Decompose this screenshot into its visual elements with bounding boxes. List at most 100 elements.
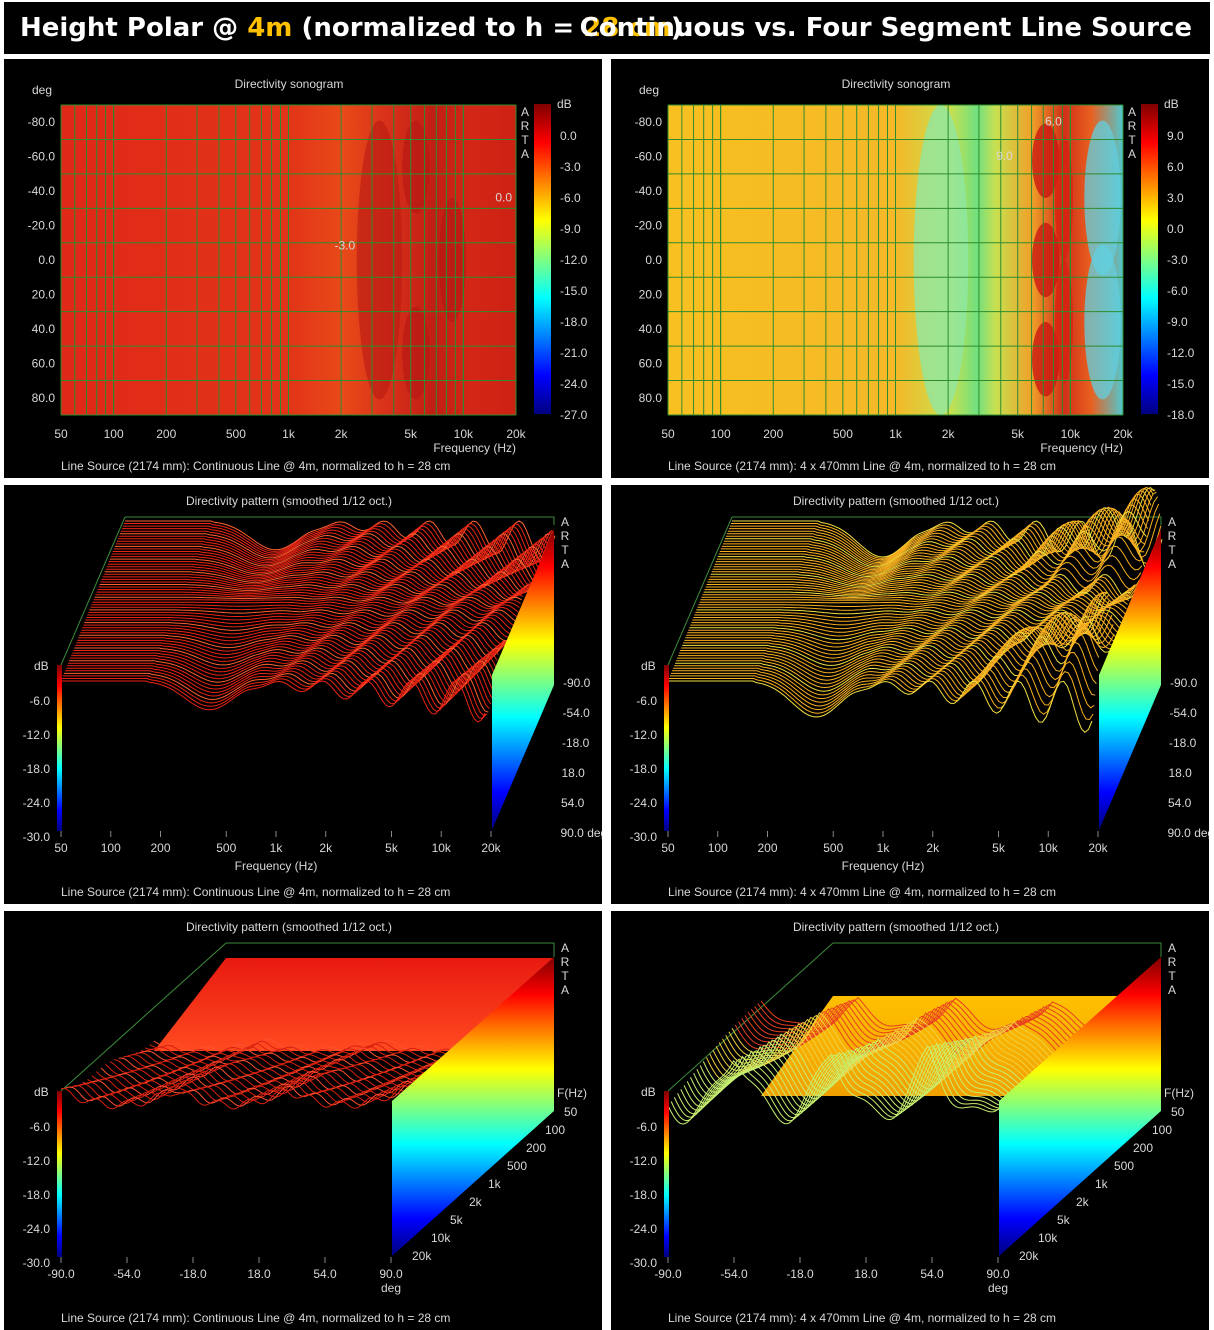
side-face <box>492 529 554 830</box>
depth-axis-label: F(Hz) <box>557 1086 587 1100</box>
chart-subtitle: Directivity sonogram <box>235 77 344 91</box>
waterfall-line <box>723 486 1154 569</box>
waterfall-line <box>120 530 551 567</box>
y-tick-label: -24.0 <box>630 1222 658 1236</box>
db-colorbar <box>664 1091 669 1257</box>
arta-watermark-letter: A <box>521 147 529 161</box>
depth-tick-label: 10k <box>1038 1231 1058 1245</box>
y-tick-label: -12.0 <box>23 1154 51 1168</box>
y-tick-label: 0.0 <box>645 253 662 267</box>
y-tick-label: -6.0 <box>29 694 50 708</box>
arta-watermark-letter: A <box>1168 515 1176 529</box>
waterfall-line <box>114 1059 455 1077</box>
side-face <box>392 957 554 1256</box>
sonogram-lobe <box>356 120 403 400</box>
x-tick-label: 5k <box>404 427 418 441</box>
x-tick-label: 5k <box>385 841 399 855</box>
waterfall-line <box>83 624 510 645</box>
waterfall-line <box>671 651 1096 707</box>
arta-watermark-letter: A <box>1128 147 1136 161</box>
x-tick-label: 50 <box>661 841 675 855</box>
waterfall-line <box>85 619 512 638</box>
waterfall-line <box>93 599 521 610</box>
waterfall-line <box>703 591 1132 608</box>
waterfall-line <box>77 639 504 665</box>
sonogram-lobe <box>1054 260 1073 384</box>
waterfall-line <box>82 1075 424 1096</box>
waterfall-line <box>100 1066 442 1085</box>
frame-back <box>732 516 1162 525</box>
sonogram-panel-segmented: Directivity sonogram deg -80.0 -60.0 -40.0 -2… <box>611 59 1209 478</box>
x-tick-label: 100 <box>711 427 731 441</box>
chart-caption: Line Source (2174 mm): 4 x 470mm Line @ … <box>668 459 1056 473</box>
y-tick-label: -6.0 <box>636 694 657 708</box>
x-tick-label: 200 <box>150 841 170 855</box>
x-tick-label: 10k <box>454 427 474 441</box>
sonogram-panel-continuous: Directivity sonogram deg -80.0 -60.0 -40.0 -2… <box>4 59 602 478</box>
x-tick-label: -90.0 <box>654 1267 682 1281</box>
sonogram-lobe <box>1084 120 1121 276</box>
x-tick-label: 50 <box>54 427 68 441</box>
x-axis-label: Frequency (Hz) <box>235 859 318 873</box>
db-colorbar <box>57 1091 62 1257</box>
waterfall-line <box>729 503 1160 562</box>
y-tick-label: -40.0 <box>28 184 56 198</box>
depth-tick-label: -54.0 <box>1170 706 1198 720</box>
waterfall-line <box>700 599 1128 612</box>
x-tick-label: 18.0 <box>854 1267 878 1281</box>
x-tick-label: 5k <box>1011 427 1025 441</box>
x-tick-label: 20k <box>481 841 501 855</box>
y-tick-label: 80.0 <box>32 391 56 405</box>
waterfall-line <box>699 601 1127 614</box>
x-tick-label: 500 <box>216 841 236 855</box>
frame <box>60 516 555 666</box>
waterfall-line <box>122 528 553 565</box>
depth-tick-label: -90.0 <box>563 676 591 690</box>
waterfall-freq-panel-segmented: Directivity pattern (smoothed 1/12 oct.)… <box>611 485 1209 904</box>
arta-watermark-letter: A <box>1168 941 1176 955</box>
x-tick-label: -54.0 <box>113 1267 141 1281</box>
y-tick-label: -20.0 <box>635 219 663 233</box>
banner-title-right: Continuous vs. Four Segment Line Source <box>579 13 1192 43</box>
y-tick-label: 20.0 <box>639 287 663 301</box>
x-tick-label: 100 <box>101 841 121 855</box>
y-tick-label: -18.0 <box>630 762 658 776</box>
waterfall-line <box>123 525 554 564</box>
x-axis-label: Frequency (Hz) <box>842 859 925 873</box>
x-tick-label: 10k <box>432 841 452 855</box>
waterfall-line <box>95 594 523 607</box>
y-tick-label: -12.0 <box>630 1154 658 1168</box>
sonogram-lobe <box>913 105 969 415</box>
waterfall-line <box>106 566 536 591</box>
x-tick-label: 5k <box>992 841 1006 855</box>
depth-tick-label: 500 <box>507 1159 527 1173</box>
waterfall-line <box>100 581 529 599</box>
x-tick-label: 20k <box>506 427 526 441</box>
waterfall-line <box>76 642 502 668</box>
depth-tick-label: 54.0 <box>1168 796 1192 810</box>
waterfall-line <box>80 632 507 655</box>
depth-tick-label: 100 <box>545 1123 565 1137</box>
waterfall-line <box>724 486 1155 568</box>
x-tick-label: 18.0 <box>247 1267 271 1281</box>
colorbar-tick-label: 0.0 <box>1167 222 1184 236</box>
waterfall-line <box>99 583 528 601</box>
chart-caption: Line Source (2174 mm): Continuous Line @… <box>61 885 450 899</box>
waterfall-line <box>706 583 1135 604</box>
waterfall-line <box>67 665 493 699</box>
x-tick-label: 200 <box>763 427 783 441</box>
waterfall-line <box>704 589 1133 607</box>
y-tick-label: -24.0 <box>630 796 658 810</box>
y-tick-label: 80.0 <box>639 391 663 405</box>
y-axis-label: dB <box>34 1085 49 1099</box>
waterfall-line <box>125 520 556 562</box>
waterfall-line <box>679 594 1105 678</box>
x-tick-label: 10k <box>1061 427 1081 441</box>
depth-tick-label: 1k <box>488 1177 502 1191</box>
x-tick-label: -18.0 <box>179 1267 207 1281</box>
depth-tick-label: 1k <box>1095 1177 1109 1191</box>
frame-left-edge <box>667 942 834 1092</box>
waterfall-line <box>707 581 1136 603</box>
depth-tick-label: -18.0 <box>562 736 590 750</box>
waterfall-line <box>708 578 1137 602</box>
